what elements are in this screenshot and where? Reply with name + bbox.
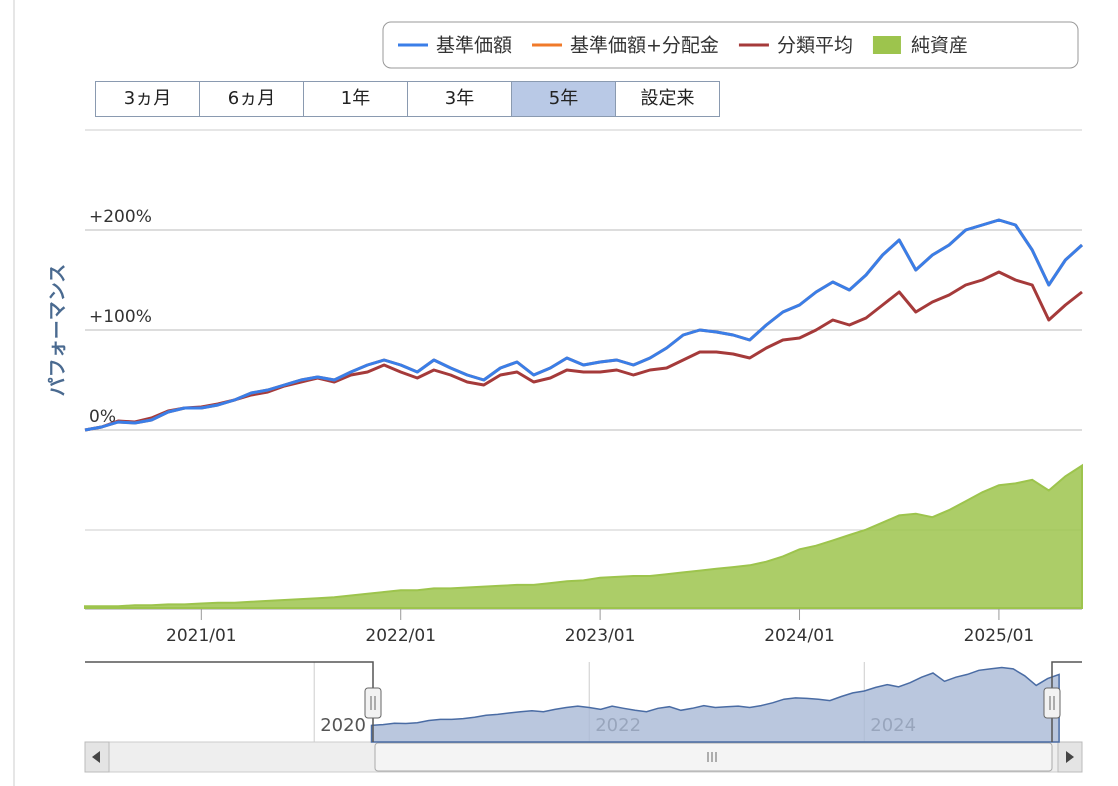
x-tick-label: 2021/01 (166, 626, 237, 646)
legend-label: 純資産 (911, 35, 968, 57)
x-tick-label: 2024/01 (764, 626, 835, 646)
grip (370, 696, 376, 710)
legend-label: 基準価額 (436, 35, 512, 57)
legend-box (382, 21, 1079, 69)
grip (707, 752, 717, 762)
grip (1049, 696, 1055, 710)
y-tick-label: +200% (89, 207, 152, 227)
range-button[interactable]: 1年 (303, 82, 407, 116)
line (84, 218, 1084, 432)
range-button[interactable]: 5年 (511, 82, 615, 116)
range-button[interactable]: 設定来 (615, 82, 719, 116)
legend-swatch (872, 36, 901, 54)
area (84, 463, 1083, 609)
y-tick-label: 0% (89, 407, 116, 427)
x-tick-label: 2022/01 (365, 626, 436, 646)
x-tick-label: 2023/01 (565, 626, 636, 646)
scroll-thumb[interactable] (374, 742, 1053, 772)
line (84, 270, 1083, 432)
nav-area (370, 666, 1060, 743)
arrow (1066, 751, 1074, 763)
range-selector: 3ヵ月 6ヵ月 1年 3年 5年 設定来 (95, 81, 720, 117)
legend-label: 基準価額+分配金 (570, 35, 719, 57)
x-tick-label: 2025/01 (964, 626, 1035, 646)
y-tick-label: +100% (89, 307, 152, 327)
nav-handle[interactable] (364, 687, 382, 719)
range-button[interactable]: 3年 (407, 82, 511, 116)
y-axis-title: パフォーマンス (47, 264, 69, 397)
range-button[interactable]: 6ヵ月 (199, 82, 303, 116)
range-button[interactable]: 3ヵ月 (96, 82, 199, 116)
legend-label: 分類平均 (777, 35, 853, 57)
nav-tick-label: 2020 (320, 715, 366, 736)
nav-handle[interactable] (1043, 687, 1061, 719)
arrow (92, 751, 100, 763)
legend: 基準価額 基準価額+分配金 分類平均 純資産 (398, 35, 968, 57)
